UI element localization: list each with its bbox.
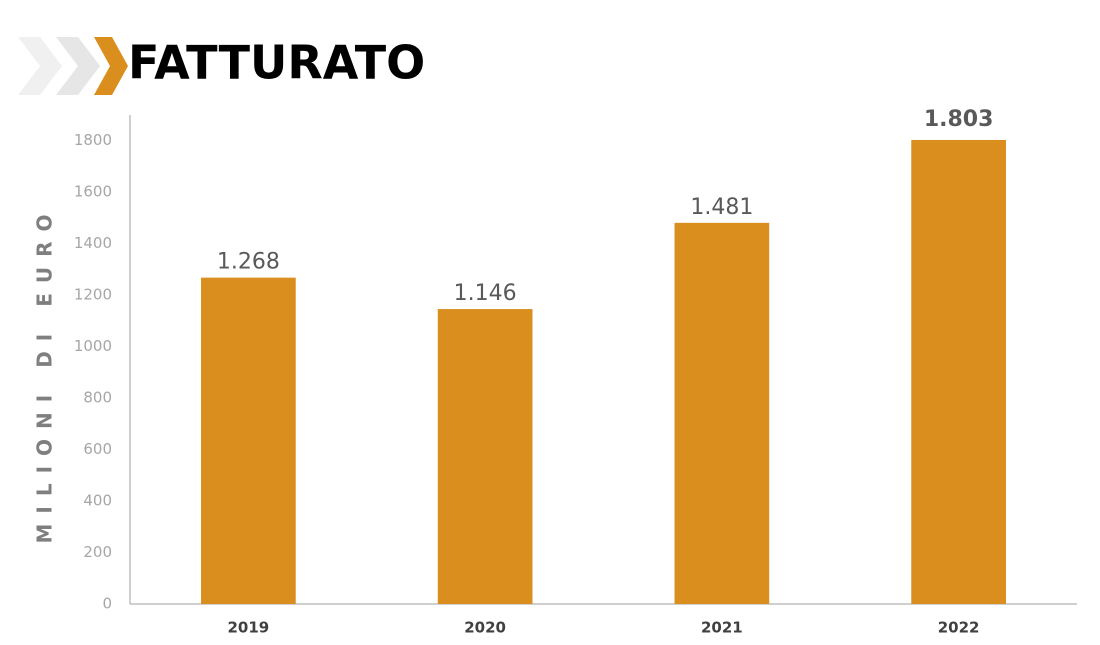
- bar: [201, 277, 296, 604]
- y-axis-label: MILIONI DI EURO: [33, 205, 57, 544]
- value-label: 1.268: [217, 250, 280, 275]
- y-tick-label: 1200: [74, 286, 112, 304]
- y-tick-label: 0: [102, 595, 112, 613]
- chevron: [94, 37, 128, 95]
- value-label: 1.803: [924, 107, 994, 132]
- y-tick-label: 1400: [74, 234, 112, 252]
- chevron: [56, 37, 100, 95]
- bar: [674, 222, 770, 604]
- y-tick-label: 200: [83, 543, 112, 561]
- y-tick-label: 1800: [74, 131, 112, 149]
- y-tick-label: 1600: [74, 183, 112, 201]
- x-tick-label: 2020: [464, 619, 506, 637]
- y-tick-label: 600: [83, 440, 112, 458]
- bar: [911, 139, 1006, 605]
- chevron: [18, 37, 62, 95]
- x-tick-label: 2022: [938, 619, 980, 637]
- y-tick-label: 400: [83, 492, 112, 510]
- bar: [437, 309, 533, 604]
- y-tick-label: 1000: [74, 337, 112, 355]
- value-label: 1.146: [454, 281, 517, 306]
- y-tick-label: 800: [83, 389, 112, 407]
- chart-title: FATTURATO: [128, 36, 425, 90]
- x-tick-label: 2021: [701, 619, 743, 637]
- value-label: 1.481: [690, 195, 753, 220]
- x-tick-label: 2019: [228, 619, 270, 637]
